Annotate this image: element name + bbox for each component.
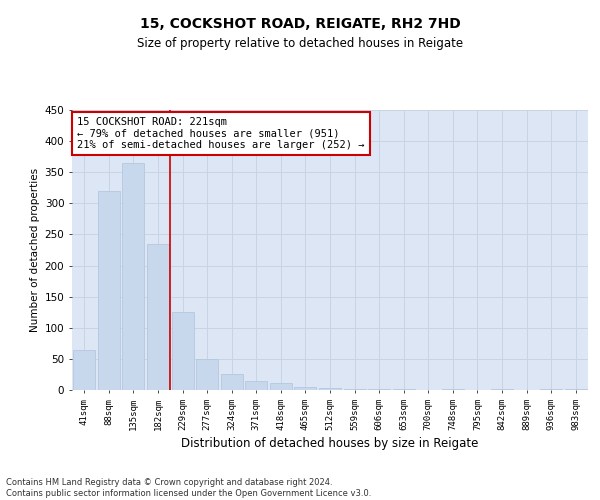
Text: Contains HM Land Registry data © Crown copyright and database right 2024.
Contai: Contains HM Land Registry data © Crown c… xyxy=(6,478,371,498)
Bar xyxy=(245,380,268,390)
Bar xyxy=(270,382,292,390)
Bar xyxy=(122,163,145,390)
Text: Size of property relative to detached houses in Reigate: Size of property relative to detached ho… xyxy=(137,38,463,51)
Bar xyxy=(98,191,120,390)
X-axis label: Distribution of detached houses by size in Reigate: Distribution of detached houses by size … xyxy=(181,437,479,450)
Bar xyxy=(147,244,169,390)
Text: 15 COCKSHOT ROAD: 221sqm
← 79% of detached houses are smaller (951)
21% of semi-: 15 COCKSHOT ROAD: 221sqm ← 79% of detach… xyxy=(77,117,365,150)
Bar xyxy=(319,388,341,390)
Y-axis label: Number of detached properties: Number of detached properties xyxy=(31,168,40,332)
Text: 15, COCKSHOT ROAD, REIGATE, RH2 7HD: 15, COCKSHOT ROAD, REIGATE, RH2 7HD xyxy=(140,18,460,32)
Bar xyxy=(295,387,316,390)
Bar xyxy=(221,374,243,390)
Bar xyxy=(196,359,218,390)
Bar xyxy=(73,350,95,390)
Bar xyxy=(172,312,194,390)
